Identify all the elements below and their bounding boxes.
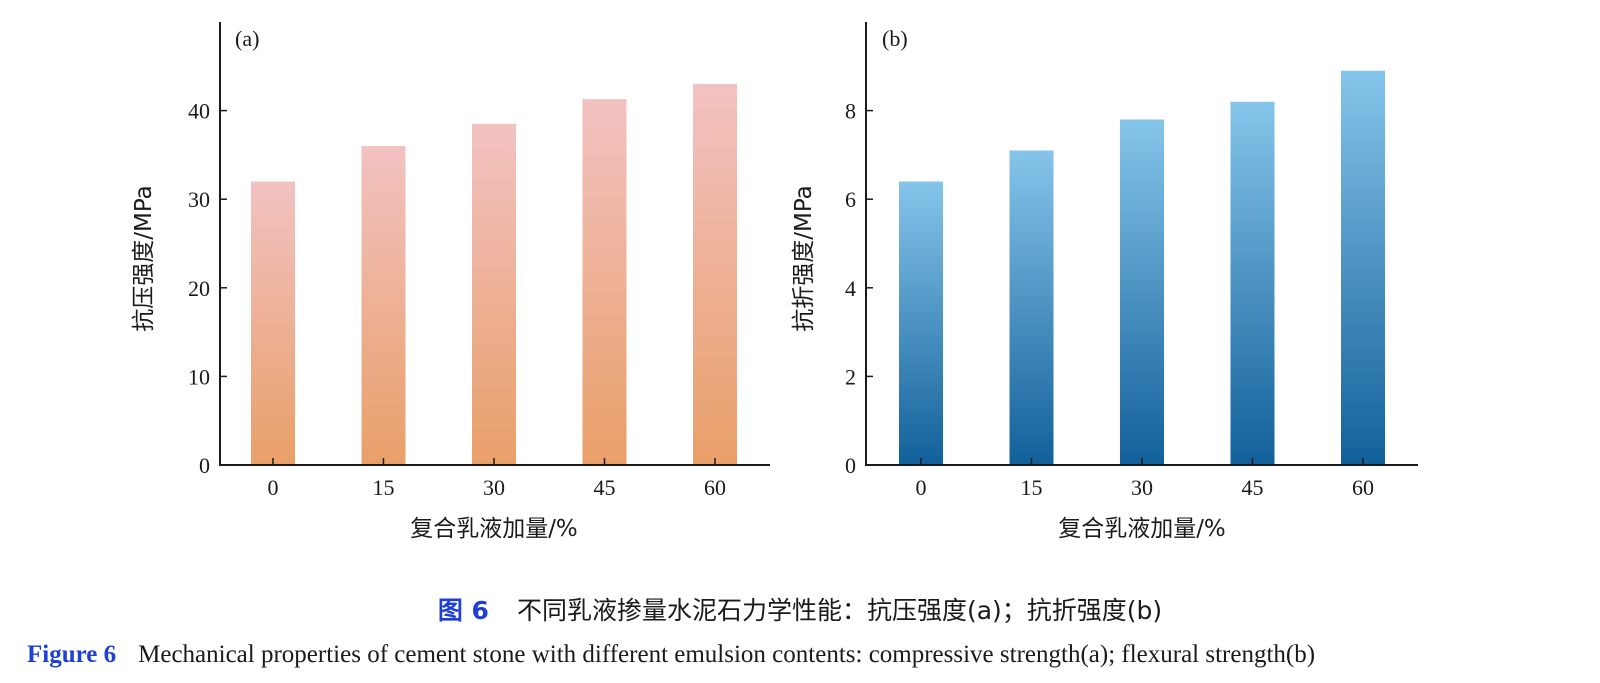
figure-label-english: Figure 6 — [27, 641, 117, 668]
y-tick-label-a-10: 10 — [188, 364, 210, 389]
y-tick-label-b-0: 0 — [845, 453, 856, 478]
x-tick-label-a-30: 30 — [483, 475, 505, 500]
x-tick-label-b-0: 0 — [916, 475, 927, 500]
y-tick-label-b-4: 4 — [845, 276, 856, 301]
y-tick-label-b-6: 6 — [845, 187, 856, 212]
bar-b-0 — [899, 181, 943, 466]
x-tick-label-b-60: 60 — [1352, 475, 1374, 500]
y-tick-label-b-8: 8 — [845, 99, 856, 124]
x-tick-label-b-15: 15 — [1021, 475, 1043, 500]
y-tick-label-a-30: 30 — [188, 187, 210, 212]
y-tick-label-b-2: 2 — [845, 364, 856, 389]
panel-label-b: (b) — [882, 26, 908, 51]
bar-b-30 — [1120, 119, 1164, 466]
bar-a-0 — [251, 181, 295, 466]
bar-b-45 — [1230, 101, 1275, 466]
bar-a-30 — [472, 123, 516, 465]
panel-label-a: (a) — [235, 26, 259, 51]
figure-label-chinese: 图 6 — [437, 596, 489, 625]
y-tick-label-a-20: 20 — [188, 276, 210, 301]
x-axis-title-a: 复合乳液加量/% — [410, 516, 578, 542]
x-axis-title-b: 复合乳液加量/% — [1058, 516, 1226, 542]
bar-a-45 — [582, 99, 627, 465]
bar-a-60 — [693, 84, 737, 466]
x-tick-label-a-15: 15 — [373, 475, 395, 500]
x-tick-label-b-30: 30 — [1131, 475, 1153, 500]
x-tick-label-b-45: 45 — [1242, 475, 1264, 500]
figure-caption-english: Figure 6 Mechanical properties of cement … — [27, 640, 1315, 670]
x-tick-label-a-45: 45 — [594, 475, 616, 500]
figure-caption-chinese: 图 6 不同乳液掺量水泥石力学性能：抗压强度(a)；抗折强度(b) — [0, 596, 1600, 626]
y-axis-title-a: 抗压强度/MPa — [131, 185, 157, 332]
bar-a-15 — [361, 146, 406, 466]
figure: 0 10 20 30 40 0 15 30 45 60 (a) 复合乳液加量/% 抗压强度/MPa 0 2 4… — [131, 22, 1418, 542]
x-tick-label-a-60: 60 — [704, 475, 726, 500]
caption-text-english: Mechanical properties of cement stone wi… — [138, 641, 1316, 668]
bar-b-15 — [1009, 150, 1054, 465]
caption-text-chinese: 不同乳液掺量水泥石力学性能：抗压强度(a)；抗折强度(b) — [516, 596, 1163, 625]
y-tick-label-a-0: 0 — [199, 453, 210, 478]
x-tick-label-a-0: 0 — [268, 475, 279, 500]
y-tick-label-a-40: 40 — [188, 99, 210, 124]
bar-b-60 — [1341, 70, 1385, 465]
y-axis-title-b: 抗折强度/MPa — [791, 185, 817, 332]
